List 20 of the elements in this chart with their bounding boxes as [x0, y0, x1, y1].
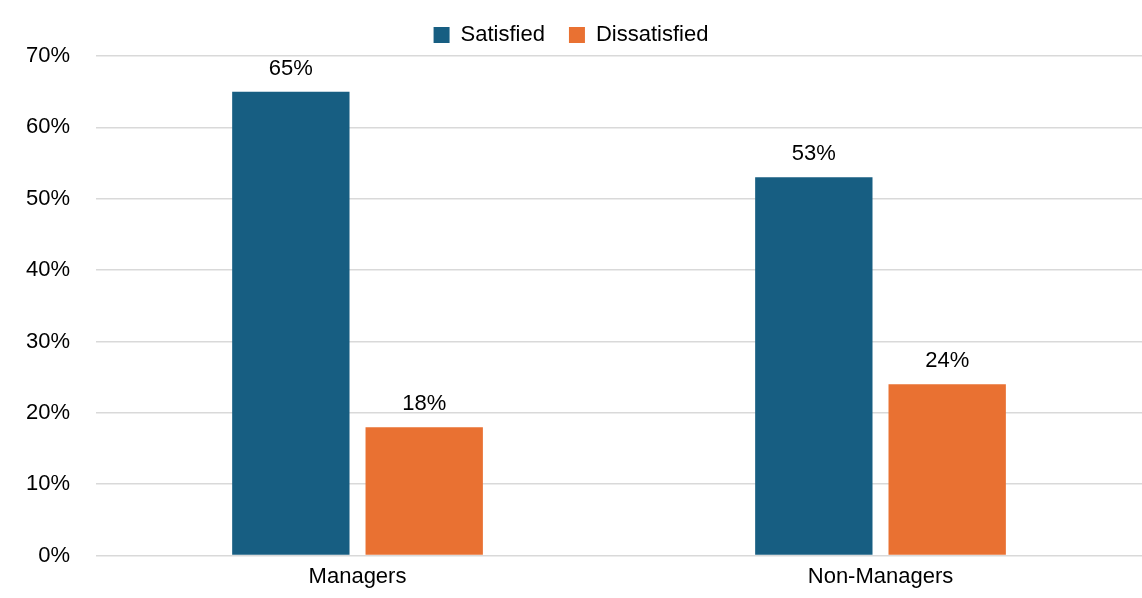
data-label: 65%: [268, 54, 313, 80]
legend-label: Satisfied: [460, 21, 545, 47]
y-tick-label: 0%: [38, 541, 71, 567]
y-tick-label: 50%: [25, 184, 71, 210]
bar: [365, 427, 483, 555]
bar: [755, 177, 873, 555]
data-label: 24%: [925, 347, 970, 373]
y-tick-label: 10%: [25, 470, 71, 496]
x-tick-label: Non-Managers: [807, 562, 954, 588]
y-tick-label: 30%: [25, 327, 71, 353]
y-tick-label: 70%: [25, 42, 71, 68]
data-label: 53%: [791, 140, 836, 166]
bar: [232, 91, 350, 555]
y-tick-label: 20%: [25, 398, 71, 424]
data-label: 18%: [402, 390, 447, 416]
bar: [888, 384, 1006, 555]
legend-label: Dissatisfied: [595, 21, 709, 47]
y-tick-label: 40%: [25, 256, 71, 282]
x-tick-label: Managers: [308, 562, 407, 588]
y-tick-label: 60%: [25, 113, 71, 139]
